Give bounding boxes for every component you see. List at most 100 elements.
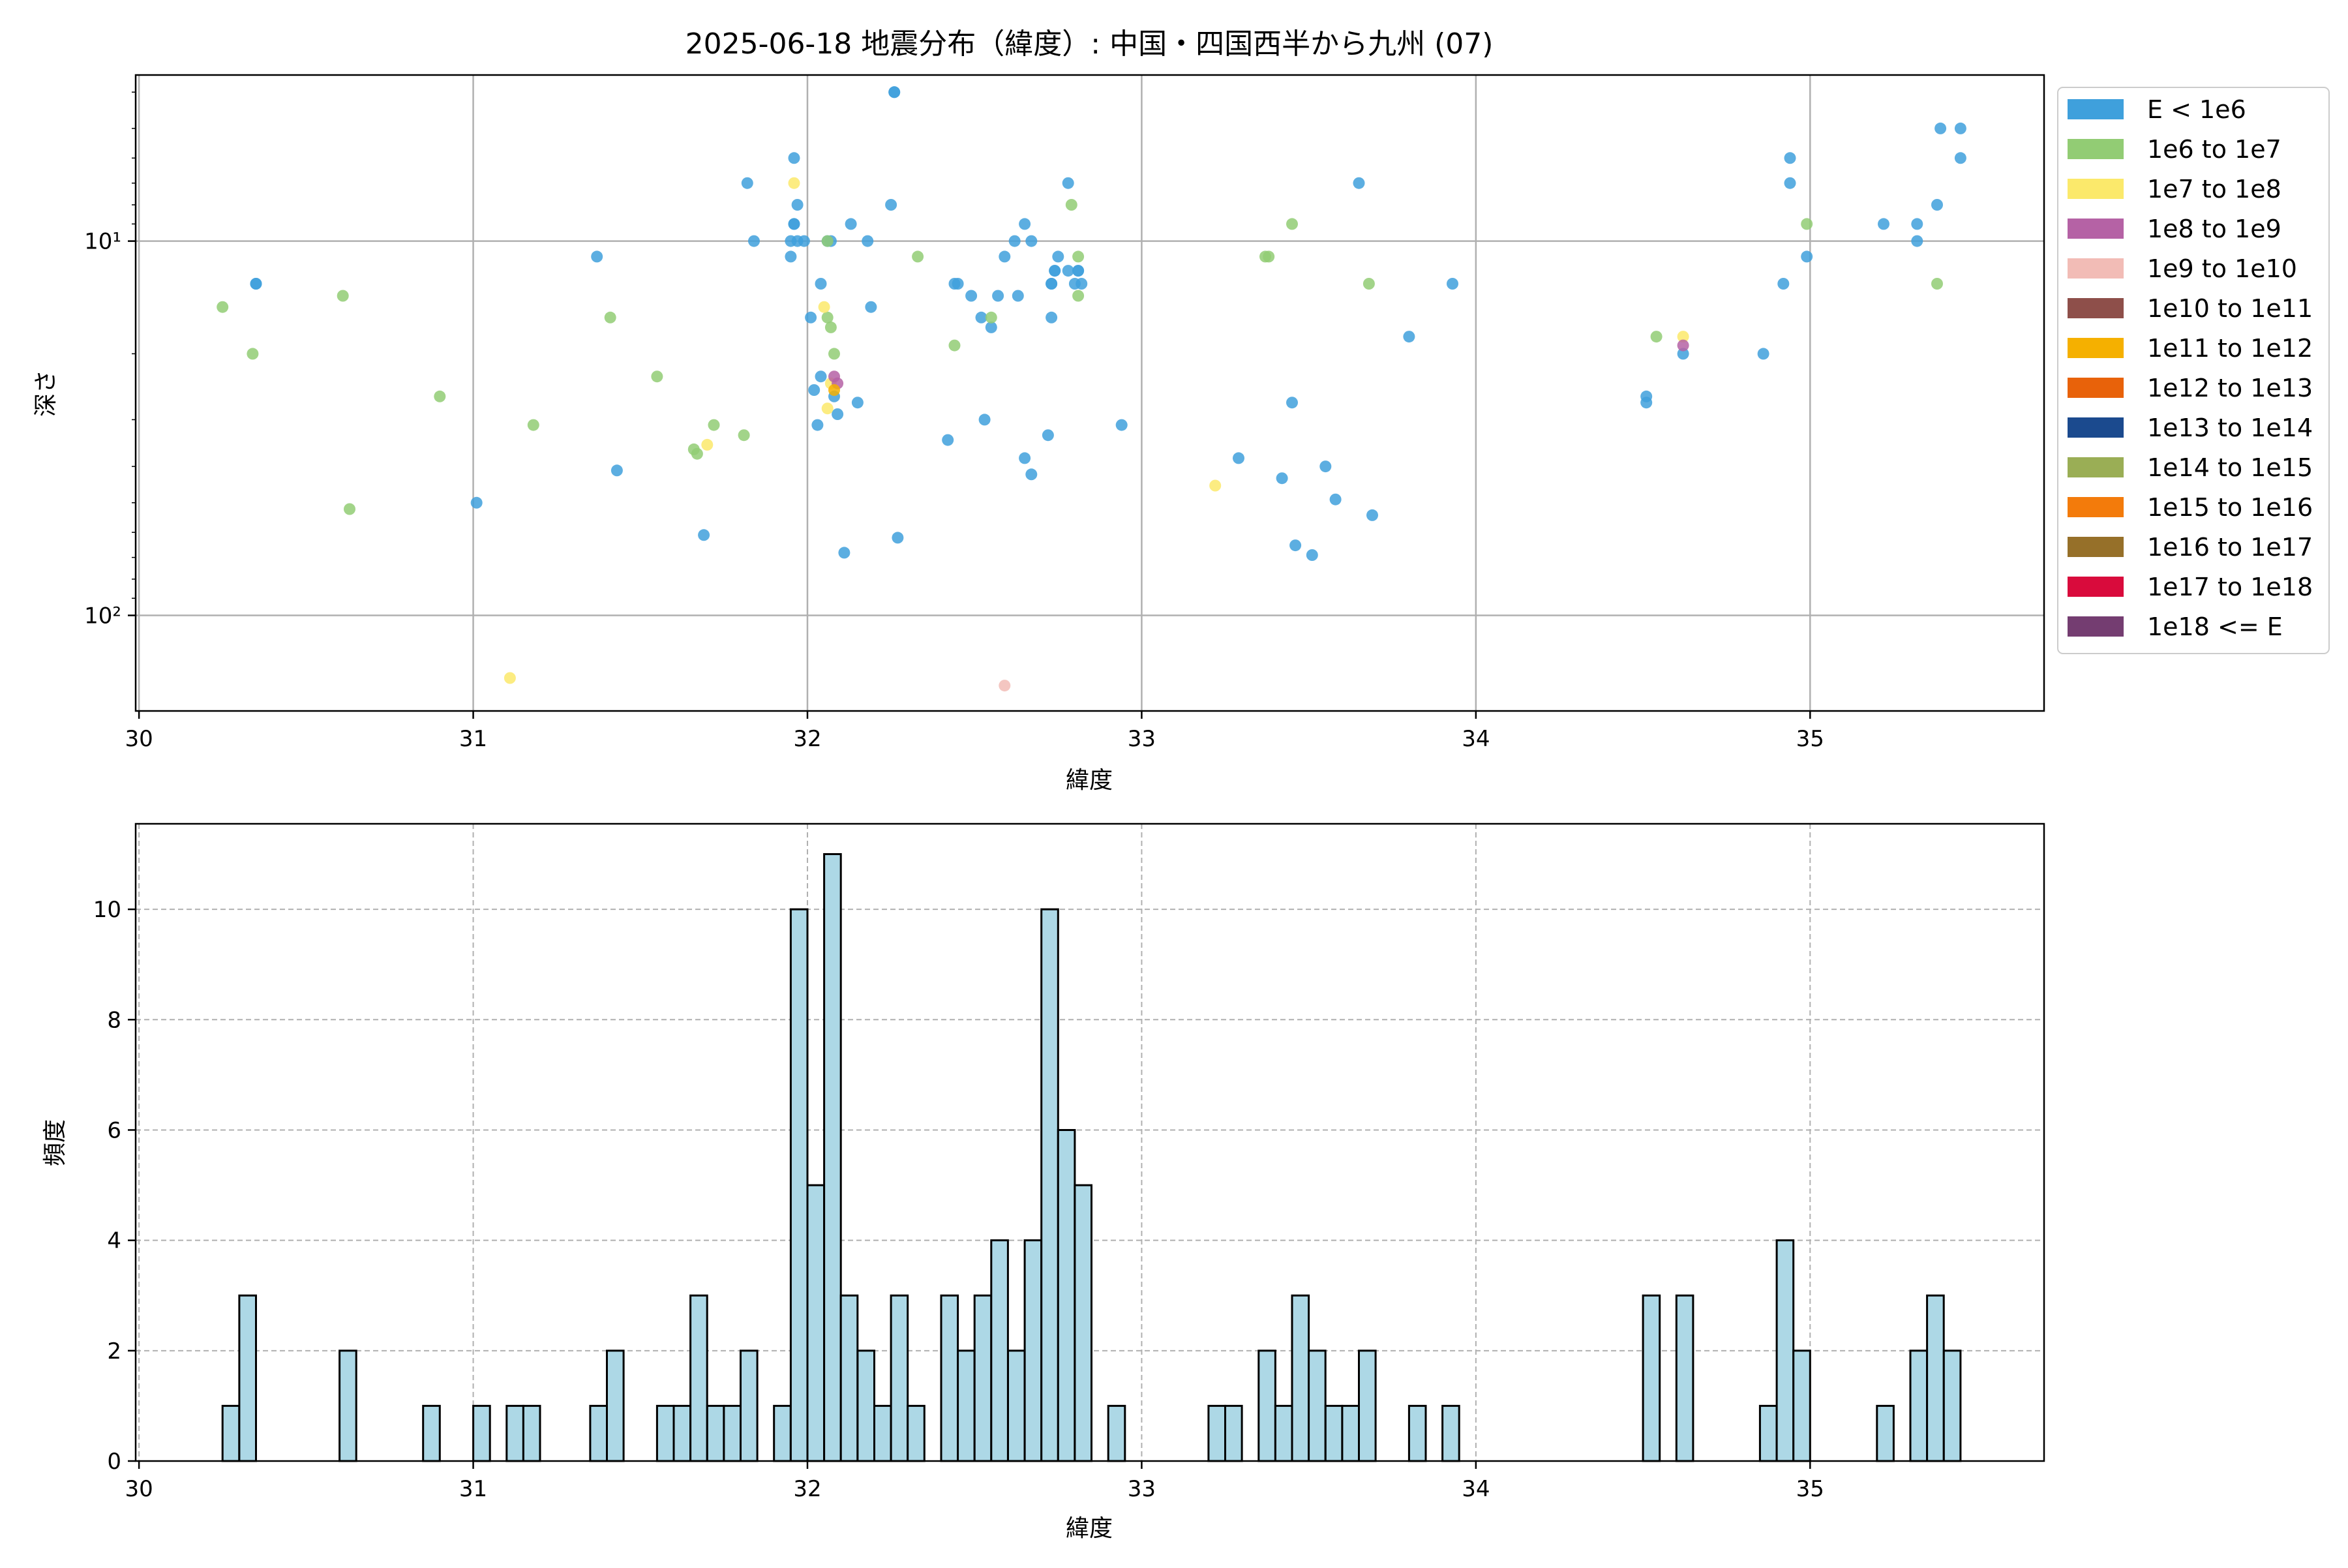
scatter-point <box>1801 218 1813 230</box>
scatter-point <box>1319 460 1332 473</box>
scatter-point <box>504 672 516 684</box>
legend-swatch <box>2068 139 2124 159</box>
scatter-point <box>1042 429 1054 442</box>
scatter-point <box>604 311 616 324</box>
scatter-point <box>1931 278 1943 290</box>
scatter-point <box>247 348 259 360</box>
scatter-point <box>748 235 760 247</box>
histogram-y-tick-label: 6 <box>107 1117 121 1143</box>
histogram-y-tick-label: 8 <box>107 1007 121 1033</box>
scatter-point <box>912 250 924 263</box>
scatter-y-axis-label: 深さ <box>33 370 59 417</box>
scatter-y-tick-label: 10¹ <box>84 229 121 255</box>
legend-swatch <box>2068 616 2124 637</box>
histogram-bar <box>1308 1349 1327 1462</box>
histogram-bar <box>1758 1404 1778 1462</box>
scatter-point <box>1911 235 1923 247</box>
legend-label: 1e12 to 1e13 <box>2147 374 2313 402</box>
scatter-point <box>741 177 753 189</box>
scatter-point <box>992 290 1004 302</box>
scatter-plot-frame <box>134 74 2045 712</box>
scatter-point <box>1931 199 1943 211</box>
histogram-plot-frame <box>134 822 2045 1462</box>
histogram-bar <box>1407 1404 1427 1462</box>
histogram-bar <box>873 1404 892 1462</box>
histogram-bar <box>339 1349 357 1462</box>
histogram-bar <box>472 1404 491 1462</box>
scatter-point <box>1233 452 1244 464</box>
histogram-bar <box>655 1404 675 1462</box>
histogram-bar <box>1291 1294 1310 1462</box>
scatter-point <box>217 301 229 313</box>
legend-swatch <box>2068 577 2124 597</box>
scatter-point <box>738 429 750 442</box>
scatter-point <box>952 278 964 290</box>
scatter-point <box>978 414 991 426</box>
scatter-point <box>788 218 800 230</box>
scatter-point <box>815 370 827 383</box>
histogram-bar <box>1441 1404 1460 1462</box>
legend-label: 1e8 to 1e9 <box>2147 215 2281 243</box>
scatter-point <box>999 680 1011 692</box>
scatter-point <box>828 384 840 396</box>
histogram-bar <box>1324 1404 1344 1462</box>
legend-swatch <box>2068 417 2124 438</box>
legend-label: 1e15 to 1e16 <box>2147 493 2313 522</box>
histogram-x-tick-label: 34 <box>1462 1476 1490 1502</box>
histogram-bar <box>1775 1239 1795 1462</box>
legend-swatch <box>2068 99 2124 119</box>
histogram-bar <box>890 1294 909 1462</box>
scatter-point <box>851 397 864 409</box>
scatter-point <box>1052 250 1064 263</box>
histogram-bar <box>522 1404 541 1462</box>
scatter-point <box>1289 539 1302 552</box>
scatter-point <box>838 547 850 559</box>
scatter-point <box>698 529 710 541</box>
scatter-point <box>1072 250 1085 263</box>
histogram-x-tick-label: 30 <box>125 1476 153 1502</box>
histogram-bar <box>1909 1349 1929 1462</box>
scatter-point <box>1784 152 1796 164</box>
histogram-bar <box>505 1404 524 1462</box>
legend-label: 1e18 <= E <box>2147 612 2283 641</box>
scatter-point <box>975 311 987 324</box>
scatter-point <box>1209 479 1222 492</box>
scatter-point <box>1049 265 1061 277</box>
scatter-point <box>1025 468 1038 481</box>
histogram-bar <box>422 1404 441 1462</box>
scatter-point <box>1954 122 1966 134</box>
scatter-point <box>999 250 1011 263</box>
histogram-y-tick-label: 0 <box>107 1449 121 1475</box>
histogram-bar <box>940 1294 959 1462</box>
histogram-bar <box>973 1294 993 1462</box>
chart-title: 2025-06-18 地震分布（緯度）: 中国・四国西半から九州 (07) <box>685 27 1494 61</box>
scatter-point <box>1954 152 1966 164</box>
legend-swatch <box>2068 497 2124 517</box>
legend: E < 1e6 1e6 to 1e7 1e7 to 1e8 1e8 to 1e9 1e9… <box>2057 87 2330 654</box>
legend-label: 1e10 to 1e11 <box>2147 294 2313 323</box>
scatter-point <box>1677 348 1689 360</box>
histogram-bar <box>221 1404 241 1462</box>
scatter-point <box>1784 177 1796 189</box>
legend-label: 1e11 to 1e12 <box>2147 334 2313 363</box>
legend-label: E < 1e6 <box>2147 95 2246 124</box>
legend-label: 1e16 to 1e17 <box>2147 533 2313 562</box>
scatter-point <box>985 311 997 324</box>
histogram-bar <box>1007 1349 1026 1462</box>
scatter-point <box>1076 278 1088 290</box>
scatter-point <box>1019 452 1031 464</box>
histogram-bar <box>1876 1404 1895 1462</box>
histogram-bar <box>706 1404 725 1462</box>
legend-label: 1e13 to 1e14 <box>2147 414 2313 442</box>
scatter-x-tick-label: 35 <box>1796 726 1824 752</box>
histogram-bar <box>672 1404 692 1462</box>
scatter-point <box>888 86 901 98</box>
scatter-point <box>1263 250 1275 263</box>
histogram-bar <box>740 1349 759 1462</box>
histogram-bar <box>1792 1349 1811 1462</box>
scatter-point <box>985 321 997 333</box>
histogram-bar <box>589 1404 609 1462</box>
histogram-x-tick-label: 31 <box>459 1476 487 1502</box>
scatter-point <box>788 177 800 189</box>
scatter-point <box>1046 311 1058 324</box>
